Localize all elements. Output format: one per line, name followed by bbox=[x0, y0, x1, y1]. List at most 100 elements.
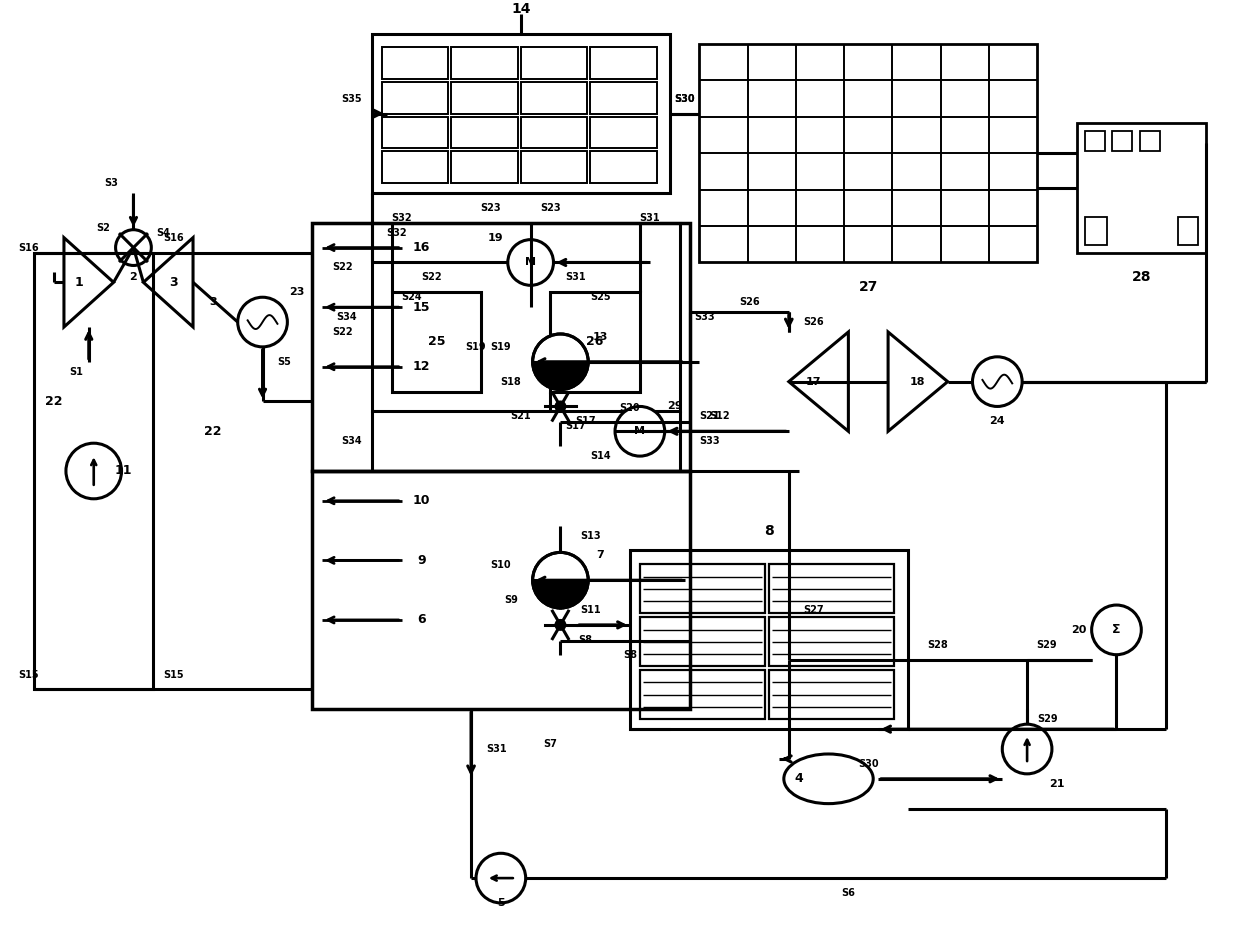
Bar bbox=[590, 47, 657, 79]
Text: 18: 18 bbox=[910, 377, 925, 386]
Bar bbox=[1085, 216, 1106, 245]
Text: S8: S8 bbox=[578, 635, 593, 644]
Circle shape bbox=[615, 406, 665, 456]
Text: S26: S26 bbox=[804, 317, 825, 327]
Bar bbox=[590, 82, 657, 114]
Text: 4: 4 bbox=[795, 772, 804, 786]
Polygon shape bbox=[533, 580, 588, 608]
Text: 1: 1 bbox=[74, 276, 83, 288]
Text: S25: S25 bbox=[590, 292, 610, 302]
Text: S32: S32 bbox=[387, 228, 407, 237]
Bar bbox=[451, 151, 518, 183]
Bar bbox=[640, 565, 765, 613]
Text: 24: 24 bbox=[990, 417, 1006, 426]
Text: S34: S34 bbox=[341, 437, 362, 446]
Text: S26: S26 bbox=[739, 297, 759, 307]
Text: S22: S22 bbox=[422, 272, 441, 283]
Text: 23: 23 bbox=[290, 288, 305, 297]
Text: 10: 10 bbox=[413, 494, 430, 508]
Text: S22: S22 bbox=[332, 263, 352, 272]
Text: 3: 3 bbox=[210, 297, 217, 307]
Text: S20: S20 bbox=[620, 403, 640, 414]
Text: S9: S9 bbox=[503, 595, 518, 605]
Text: 29: 29 bbox=[667, 401, 682, 412]
Text: S30: S30 bbox=[675, 94, 694, 103]
Bar bbox=[521, 47, 588, 79]
Circle shape bbox=[972, 357, 1022, 406]
Text: S16: S16 bbox=[19, 243, 40, 252]
Bar bbox=[630, 550, 908, 729]
Circle shape bbox=[1002, 724, 1052, 773]
Bar bbox=[521, 117, 588, 148]
Text: 21: 21 bbox=[1049, 779, 1065, 789]
Text: 14: 14 bbox=[511, 2, 531, 16]
Circle shape bbox=[556, 402, 565, 411]
Text: 22: 22 bbox=[205, 425, 222, 437]
Text: S7: S7 bbox=[543, 739, 558, 749]
Text: M: M bbox=[525, 257, 536, 268]
Bar bbox=[1178, 216, 1198, 245]
Text: S23: S23 bbox=[541, 203, 560, 213]
Bar bbox=[382, 82, 448, 114]
Bar bbox=[451, 47, 518, 79]
Bar bbox=[382, 117, 448, 148]
Text: 3: 3 bbox=[169, 276, 177, 288]
Bar bbox=[640, 670, 765, 719]
Bar bbox=[551, 292, 640, 392]
Text: S15: S15 bbox=[162, 670, 184, 679]
Bar bbox=[769, 617, 894, 666]
Text: 8: 8 bbox=[764, 524, 774, 537]
Bar bbox=[451, 82, 518, 114]
Bar bbox=[35, 252, 154, 689]
Text: S5: S5 bbox=[278, 357, 291, 366]
Text: S18: S18 bbox=[501, 377, 521, 386]
Text: S28: S28 bbox=[928, 640, 949, 650]
Text: 2: 2 bbox=[130, 272, 138, 283]
Text: 28: 28 bbox=[1132, 270, 1151, 285]
Text: S33: S33 bbox=[694, 312, 715, 322]
Circle shape bbox=[533, 334, 588, 390]
Text: 7: 7 bbox=[596, 550, 604, 561]
Text: S29: S29 bbox=[1037, 640, 1058, 650]
Text: S14: S14 bbox=[590, 451, 610, 461]
Text: S22: S22 bbox=[332, 327, 352, 337]
Text: S4: S4 bbox=[156, 228, 170, 237]
Bar bbox=[1076, 123, 1205, 252]
Text: 9: 9 bbox=[417, 554, 425, 567]
Text: 5: 5 bbox=[497, 898, 505, 908]
Bar bbox=[699, 44, 1037, 263]
Polygon shape bbox=[533, 362, 588, 390]
Text: S34: S34 bbox=[336, 312, 357, 322]
Text: S17: S17 bbox=[575, 417, 595, 426]
Text: 22: 22 bbox=[46, 395, 63, 408]
Text: Σ: Σ bbox=[1112, 623, 1121, 637]
Bar bbox=[382, 151, 448, 183]
Bar bbox=[590, 151, 657, 183]
Text: S2: S2 bbox=[97, 223, 110, 233]
Text: S31: S31 bbox=[640, 213, 660, 223]
Bar bbox=[312, 223, 689, 471]
Text: S12: S12 bbox=[709, 411, 729, 421]
Bar bbox=[451, 117, 518, 148]
Bar bbox=[372, 34, 670, 193]
Text: 27: 27 bbox=[858, 280, 878, 294]
Text: S21: S21 bbox=[511, 411, 531, 421]
Circle shape bbox=[66, 443, 122, 499]
Text: 26: 26 bbox=[587, 335, 604, 348]
Text: S30: S30 bbox=[858, 759, 879, 769]
Bar bbox=[590, 117, 657, 148]
Bar bbox=[521, 82, 588, 114]
Bar bbox=[769, 565, 894, 613]
Text: 19: 19 bbox=[489, 233, 503, 243]
Text: S11: S11 bbox=[580, 605, 600, 615]
Text: S29: S29 bbox=[1037, 715, 1058, 724]
Bar bbox=[769, 670, 894, 719]
Text: 16: 16 bbox=[413, 241, 430, 254]
Text: S8: S8 bbox=[622, 650, 637, 660]
Text: S6: S6 bbox=[842, 888, 856, 898]
Text: S13: S13 bbox=[580, 530, 601, 541]
Circle shape bbox=[556, 621, 565, 629]
Bar bbox=[382, 47, 448, 79]
Bar bbox=[1141, 131, 1161, 151]
Ellipse shape bbox=[784, 754, 873, 804]
